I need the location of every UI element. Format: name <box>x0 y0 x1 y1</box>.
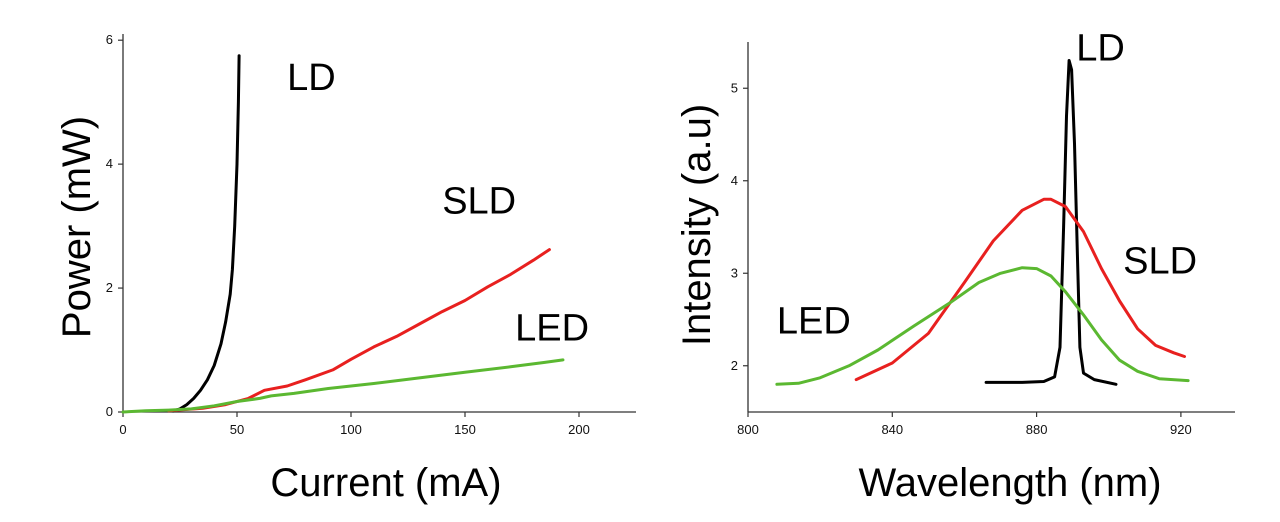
series-line-led <box>121 358 565 414</box>
x-tick-label: 920 <box>1170 422 1192 437</box>
ticks: 800 840 880 920 2 3 4 5 <box>731 80 1192 437</box>
y-tick-label: 5 <box>731 80 738 95</box>
series-label-led: LED <box>777 300 851 342</box>
axes <box>747 42 1235 413</box>
x-tick-label: 100 <box>340 422 362 437</box>
x-tick-label: 200 <box>568 422 590 437</box>
series-labels: LD SLD LED <box>777 28 1197 343</box>
series-labels: LD SLD LED <box>287 57 589 350</box>
series-label-ld: LD <box>1076 28 1125 70</box>
series <box>775 59 1190 386</box>
series-label-ld: LD <box>287 57 336 99</box>
y-tick-label: 4 <box>731 173 738 188</box>
x-tick-label: 800 <box>737 422 759 437</box>
x-tick-label: 0 <box>119 422 126 437</box>
y-tick-label: 2 <box>731 358 738 373</box>
series-line-led <box>775 266 1190 386</box>
x-tick-label: 150 <box>454 422 476 437</box>
y-tick-label: 2 <box>106 280 113 295</box>
y-tick-label: 4 <box>106 156 113 171</box>
chart-power-current: Power (mW) Current (mA) 0 50 100 150 200 0 2 4 6… <box>55 32 636 505</box>
y-axis-title: Power (mW) <box>55 116 99 338</box>
series-line-ld <box>984 59 1118 386</box>
x-tick-label: 880 <box>1026 422 1048 437</box>
series-line-sld <box>854 197 1186 382</box>
series-label-led: LED <box>515 308 589 350</box>
chart-intensity-wavelength: Intensity (a.u) Wavelength (nm) 800 840 88… <box>675 28 1235 505</box>
ticks: 0 50 100 150 200 0 2 4 6 <box>106 32 590 437</box>
axes <box>122 34 636 413</box>
x-axis-title: Current (mA) <box>270 461 501 505</box>
series-label-sld: SLD <box>1123 240 1197 282</box>
x-tick-label: 840 <box>881 422 903 437</box>
x-axis-title: Wavelength (nm) <box>858 461 1161 505</box>
x-tick-label: 50 <box>230 422 244 437</box>
series-label-sld: SLD <box>442 181 516 223</box>
y-tick-label: 0 <box>106 404 113 419</box>
y-tick-label: 6 <box>106 32 113 47</box>
series <box>121 54 565 414</box>
y-tick-label: 3 <box>731 265 738 280</box>
series-line-ld <box>171 54 241 413</box>
y-axis-title: Intensity (a.u) <box>675 104 719 346</box>
